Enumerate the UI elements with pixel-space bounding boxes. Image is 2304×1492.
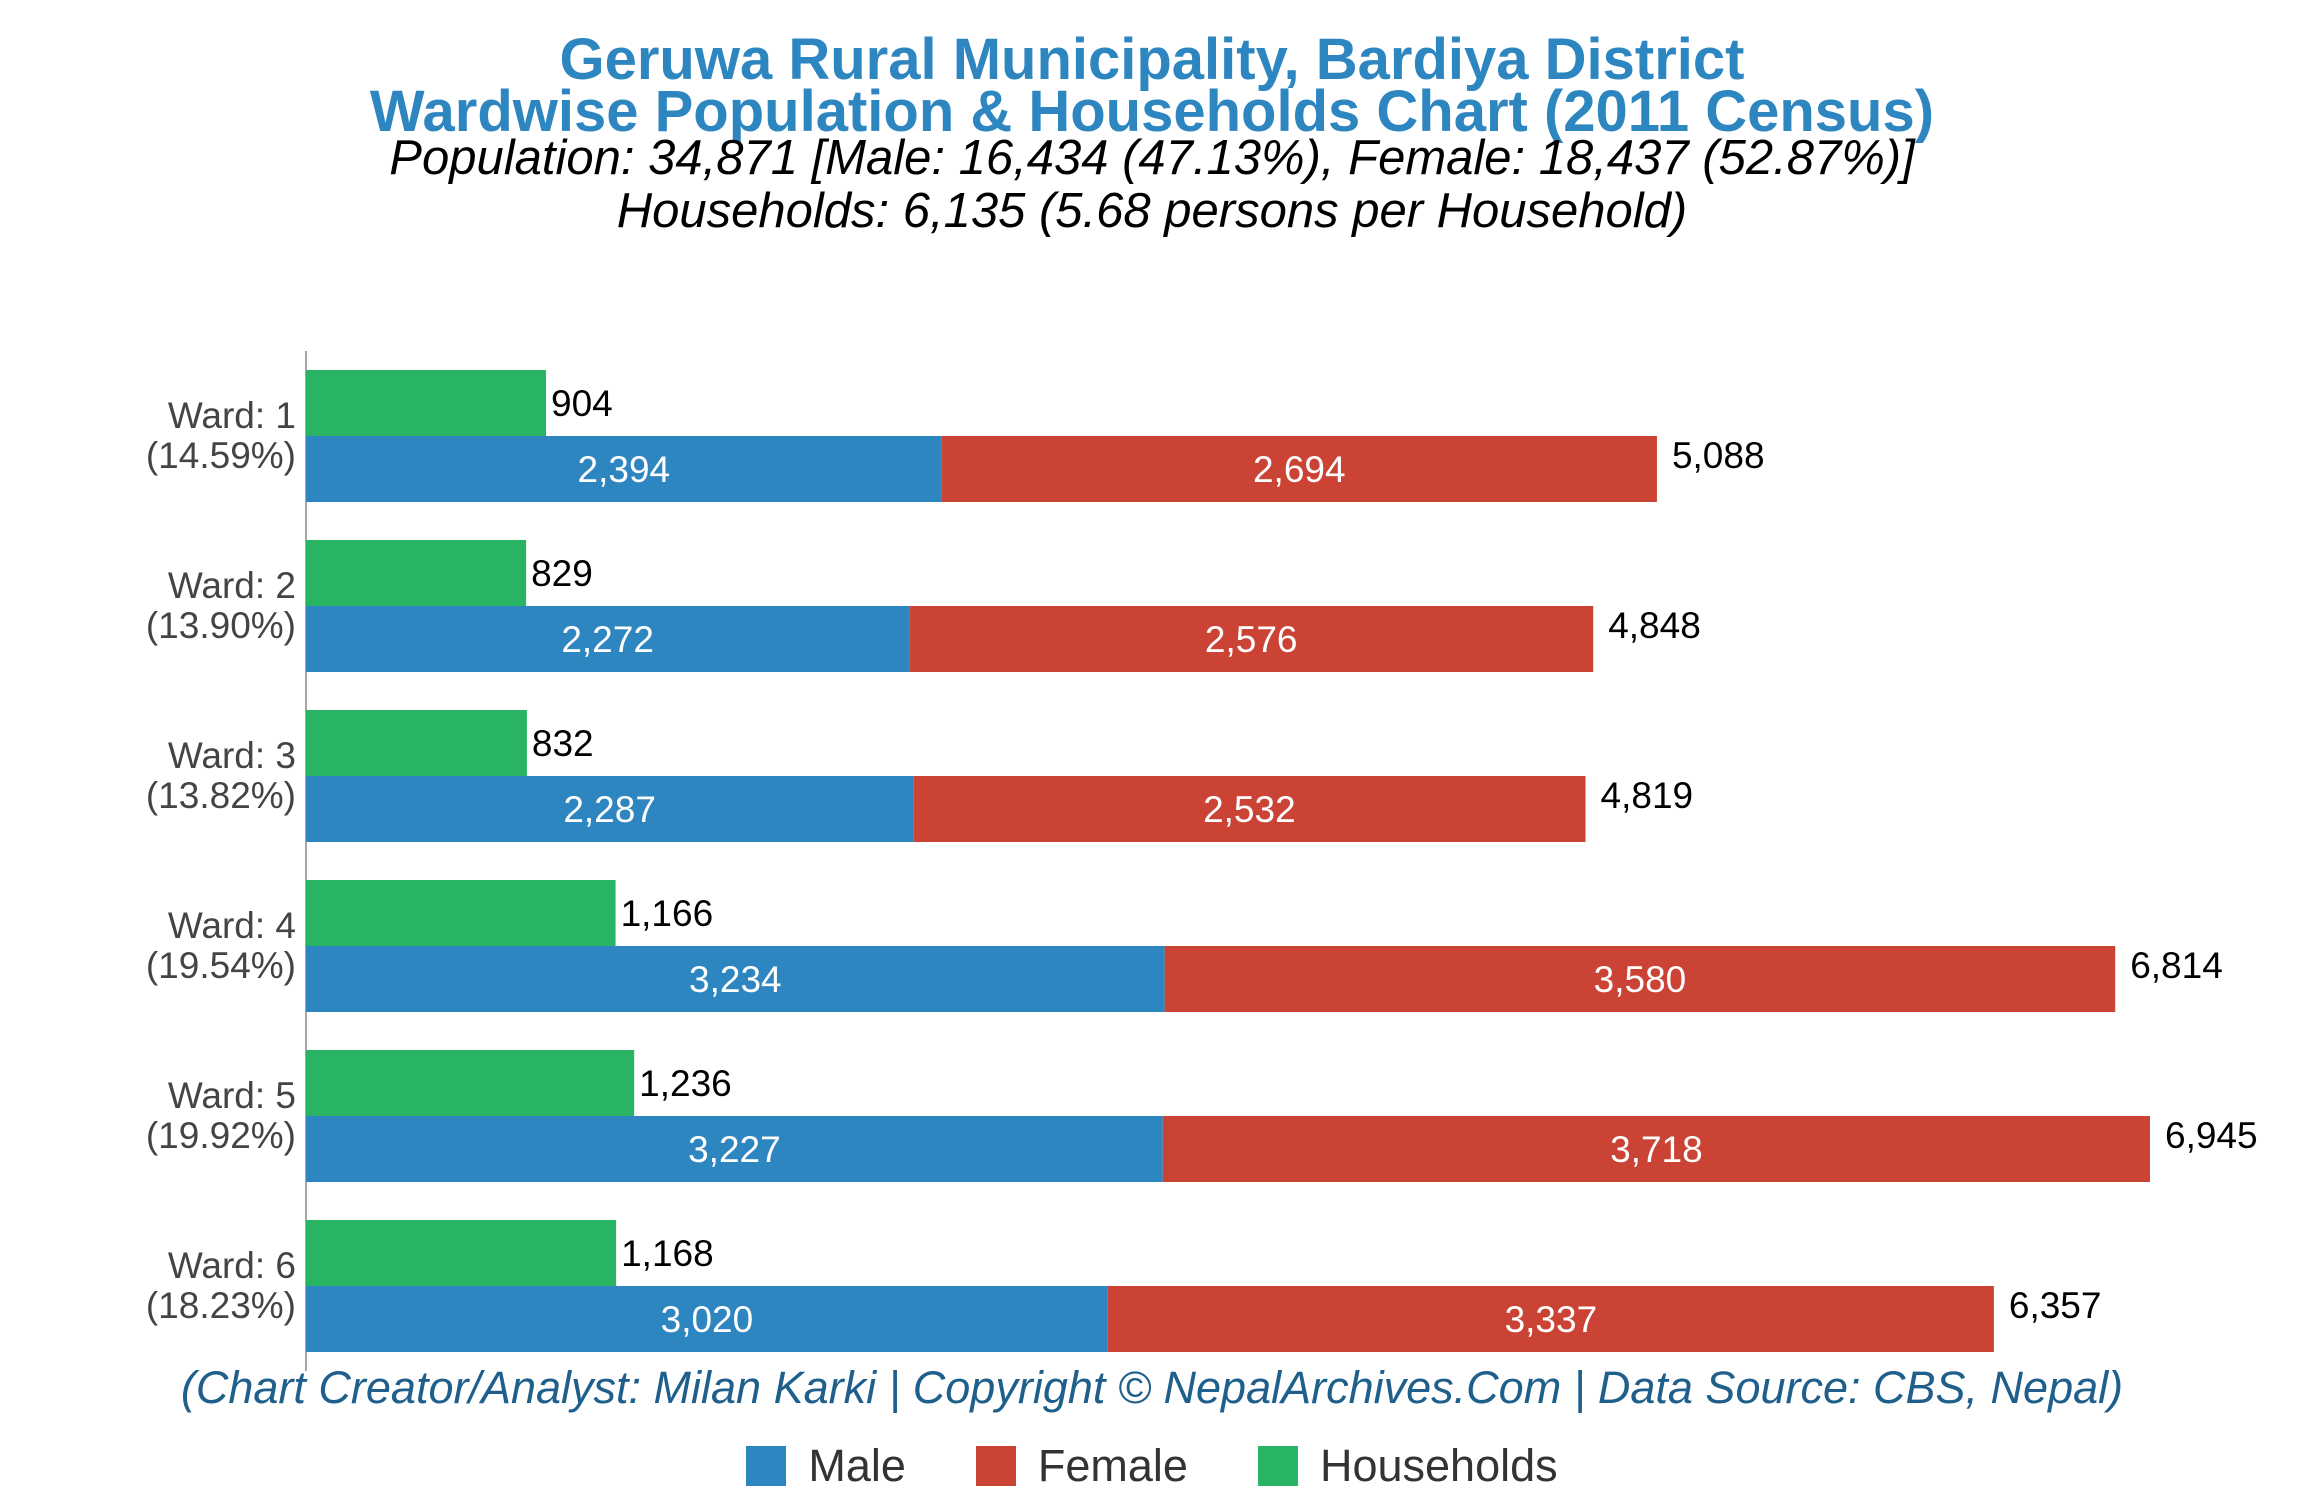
- male-value-label-ward-6: 3,020: [661, 1299, 754, 1340]
- total-value-label-ward-4: 6,814: [2130, 945, 2223, 986]
- chart-credit-footer: (Chart Creator/Analyst: Milan Karki | Co…: [180, 1362, 2124, 1413]
- households-bar-ward-4: [306, 880, 616, 946]
- male-value-label-ward-5: 3,227: [688, 1129, 781, 1170]
- legend-label-male: Male: [808, 1440, 906, 1491]
- households-value-label-ward-6: 1,168: [621, 1233, 714, 1274]
- legend-item-households: Households: [1257, 1440, 1558, 1492]
- female-bar-ward-5: [1162, 1116, 2150, 1182]
- legend-label-households: Households: [1319, 1440, 1558, 1491]
- households-value-label-ward-1: 904: [551, 383, 613, 424]
- female-bar-ward-4: [1164, 946, 2116, 1012]
- legend-swatch-male: [746, 1446, 787, 1486]
- male-value-label-ward-4: 3,234: [689, 959, 782, 1000]
- male-bar-ward-5: [306, 1116, 1163, 1182]
- female-value-label-ward-5: 3,718: [1610, 1129, 1703, 1170]
- male-value-label-ward-1: 2,394: [578, 449, 671, 490]
- total-value-label-ward-1: 5,088: [1672, 435, 1765, 476]
- chart-subtitle-households: Households: 6,135 (5.68 persons per Hous…: [616, 184, 1688, 238]
- households-value-label-ward-2: 829: [531, 553, 593, 594]
- female-value-label-ward-4: 3,580: [1594, 959, 1687, 1000]
- legend-swatch-households: [1257, 1446, 1298, 1486]
- chart-legend: Male Female Households: [0, 1440, 2304, 1492]
- legend-swatch-female: [975, 1446, 1016, 1486]
- households-value-label-ward-5: 1,236: [639, 1063, 732, 1104]
- category-share-ward-3: (13.82%): [146, 775, 296, 816]
- category-share-ward-1: (14.59%): [146, 435, 296, 476]
- households-bar-ward-1: [306, 370, 547, 436]
- total-value-label-ward-5: 6,945: [2165, 1115, 2258, 1156]
- category-share-ward-6: (18.23%): [146, 1285, 296, 1326]
- category-share-ward-2: (13.90%): [146, 605, 296, 646]
- male-bar-ward-1: [306, 436, 942, 502]
- households-bar-ward-2: [306, 540, 527, 606]
- legend-item-female: Female: [975, 1440, 1188, 1492]
- female-value-label-ward-6: 3,337: [1505, 1299, 1598, 1340]
- chart-title-line-2: Wardwise Population & Households Chart (…: [369, 79, 1935, 144]
- category-label-ward-1: Ward: 1: [168, 395, 296, 436]
- female-bar-ward-1: [941, 436, 1657, 502]
- category-share-ward-5: (19.92%): [146, 1115, 296, 1156]
- total-value-label-ward-3: 4,819: [1601, 775, 1694, 816]
- male-bar-ward-3: [306, 776, 914, 842]
- female-value-label-ward-2: 2,576: [1205, 619, 1298, 660]
- category-share-ward-4: (19.54%): [146, 945, 296, 986]
- male-value-label-ward-3: 2,287: [563, 789, 656, 830]
- legend-item-male: Male: [746, 1440, 906, 1492]
- category-label-ward-3: Ward: 3: [168, 735, 296, 776]
- male-bar-ward-6: [306, 1286, 1108, 1352]
- category-label-ward-5: Ward: 5: [168, 1075, 296, 1116]
- legend-label-female: Female: [1037, 1440, 1188, 1491]
- households-bar-ward-6: [306, 1220, 617, 1286]
- households-value-label-ward-3: 832: [532, 723, 594, 764]
- male-value-label-ward-2: 2,272: [561, 619, 654, 660]
- households-bar-ward-5: [306, 1050, 635, 1116]
- female-bar-ward-2: [909, 606, 1594, 672]
- male-bar-ward-4: [306, 946, 1165, 1012]
- female-value-label-ward-3: 2,532: [1203, 789, 1296, 830]
- female-value-label-ward-1: 2,694: [1253, 449, 1346, 490]
- category-label-ward-4: Ward: 4: [168, 905, 296, 946]
- households-value-label-ward-4: 1,166: [621, 893, 714, 934]
- total-value-label-ward-2: 4,848: [1608, 605, 1701, 646]
- female-bar-ward-3: [913, 776, 1586, 842]
- female-bar-ward-6: [1107, 1286, 1994, 1352]
- total-value-label-ward-6: 6,357: [2009, 1285, 2102, 1326]
- male-bar-ward-2: [306, 606, 910, 672]
- category-label-ward-6: Ward: 6: [168, 1245, 296, 1286]
- category-label-ward-2: Ward: 2: [168, 565, 296, 606]
- households-bar-ward-3: [306, 710, 527, 776]
- chart-title-line-1: Geruwa Rural Municipality, Bardiya Distr…: [559, 27, 1745, 92]
- chart-subtitle-population: Population: 34,871 [Male: 16,434 (47.13%…: [389, 131, 1915, 185]
